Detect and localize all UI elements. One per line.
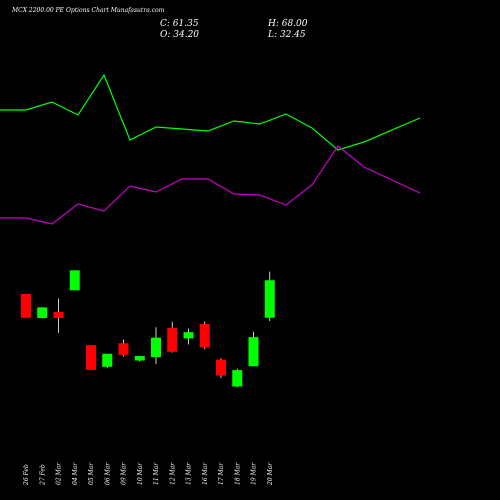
x-tick-label: 09 Mar [121, 462, 128, 485]
candle-body [183, 332, 194, 339]
x-tick-label: 05 Mar [88, 462, 95, 485]
candle-body [86, 345, 96, 370]
x-tick-label: 12 Mar [169, 462, 176, 485]
low-value: L: 32.45 [268, 30, 306, 40]
candle-body [102, 353, 113, 367]
candle-body [118, 343, 129, 355]
x-tick-label: 19 Mar [251, 462, 258, 485]
candle-body [37, 307, 48, 319]
candle-body [232, 370, 243, 387]
x-tick-label: 06 Mar [104, 462, 111, 485]
open-value: O: 34.20 [160, 30, 200, 40]
x-tick-label: 27 Feb [39, 464, 46, 486]
candle-body [151, 337, 161, 358]
candle-body [264, 280, 275, 318]
candle-body [216, 359, 226, 376]
x-tick-label: 02 Mar [56, 462, 63, 485]
chart-title: MCX 2200.00 PE Options Chart Munafasutra… [12, 7, 165, 14]
x-tick-label: 26 Feb [23, 464, 30, 486]
candle-body [69, 270, 80, 291]
x-tick-label: 17 Mar [218, 462, 225, 485]
high-value: H: 68.00 [268, 19, 308, 29]
candle-body [248, 337, 259, 367]
line-series-2 [0, 145, 421, 225]
close-value: C: 61.35 [160, 19, 199, 29]
x-tick-label: 11 Mar [153, 462, 160, 485]
x-tick-label: 18 Mar [234, 462, 241, 485]
x-tick-label: 04 Mar [72, 462, 79, 485]
candle-body [199, 323, 210, 348]
candle-body [21, 293, 31, 318]
candle-body [134, 355, 145, 361]
candle-body [53, 312, 64, 319]
candle-body [167, 327, 178, 352]
x-tick-label: 16 Mar [202, 462, 209, 485]
line-series-1 [0, 73, 421, 151]
x-tick-label: 10 Mar [137, 462, 144, 485]
x-tick-label: 13 Mar [186, 462, 193, 485]
x-tick-label: 20 Mar [267, 462, 274, 486]
